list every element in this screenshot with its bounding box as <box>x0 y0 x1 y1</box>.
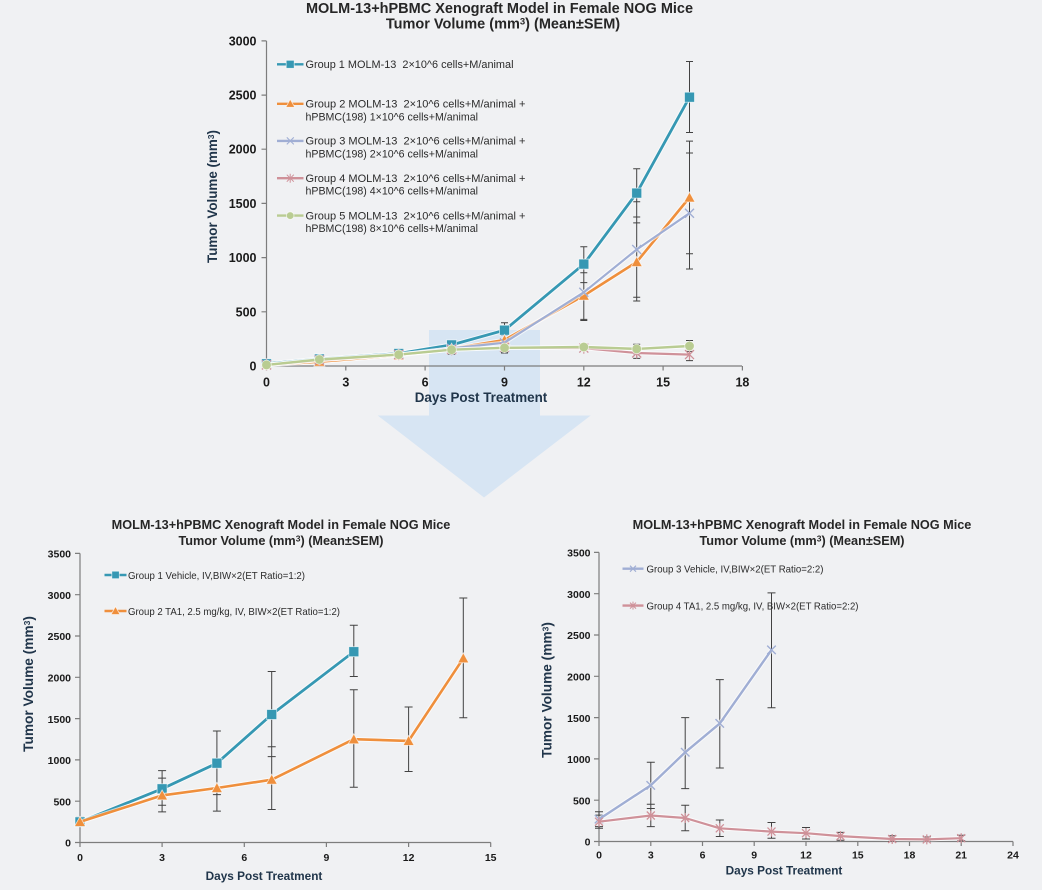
svg-text:Tumor Volume (mm3) (Mean±SEM): Tumor Volume (mm3) (Mean±SEM) <box>699 534 904 549</box>
svg-text:1000: 1000 <box>567 754 591 766</box>
svg-text:9: 9 <box>751 850 757 862</box>
svg-text:1500: 1500 <box>48 714 72 726</box>
svg-text:Group 2 MOLM-13 2×10^6 cells+: Group 2 MOLM-13 2×10^6 cells+M/animal + <box>306 99 526 111</box>
svg-text:hPBMC(198) 4×10^6 cells+M/anim: hPBMC(198) 4×10^6 cells+M/animal <box>306 186 479 198</box>
svg-text:500: 500 <box>53 796 71 808</box>
svg-text:Group 4 MOLM-13 2×10^6 cells+: Group 4 MOLM-13 2×10^6 cells+M/animal + <box>306 173 526 185</box>
svg-text:Group 4 TA1, 2.5 mg/kg, IV, BI: Group 4 TA1, 2.5 mg/kg, IV, BIW×2(ET Rat… <box>647 601 859 612</box>
svg-text:3000: 3000 <box>48 590 72 602</box>
svg-text:12: 12 <box>403 852 415 864</box>
svg-text:2500: 2500 <box>567 630 591 642</box>
svg-text:Group 1 MOLM-13 2×10^6 cells+: Group 1 MOLM-13 2×10^6 cells+M/animal <box>306 59 514 71</box>
svg-text:0: 0 <box>65 838 71 850</box>
svg-text:Tumor Volume (mm3): Tumor Volume (mm3) <box>21 616 36 752</box>
svg-text:2500: 2500 <box>229 89 257 103</box>
svg-text:1000: 1000 <box>48 755 72 767</box>
svg-text:9: 9 <box>323 852 329 864</box>
svg-text:21: 21 <box>955 850 967 862</box>
svg-text:18: 18 <box>735 376 749 390</box>
svg-text:0: 0 <box>77 852 83 864</box>
svg-text:Days Post Treatment: Days Post Treatment <box>415 390 548 405</box>
svg-text:3500: 3500 <box>567 548 591 560</box>
svg-text:Group 2 TA1, 2.5 mg/kg, IV, BI: Group 2 TA1, 2.5 mg/kg, IV, BIW×2(ET Rat… <box>128 607 340 618</box>
svg-text:Days Post Treatment: Days Post Treatment <box>206 869 323 883</box>
svg-text:hPBMC(198) 2×10^6 cells+M/anim: hPBMC(198) 2×10^6 cells+M/animal <box>306 148 479 160</box>
svg-text:MOLM-13+hPBMC Xenograft Model: MOLM-13+hPBMC Xenograft Model in Female … <box>633 518 972 532</box>
svg-text:1500: 1500 <box>567 713 591 725</box>
svg-text:Group 5 MOLM-13 2×10^6 cells+: Group 5 MOLM-13 2×10^6 cells+M/animal + <box>306 210 526 222</box>
svg-text:0: 0 <box>596 850 602 862</box>
svg-text:1500: 1500 <box>229 197 257 211</box>
svg-text:12: 12 <box>800 850 812 862</box>
svg-text:MOLM-13+hPBMC Xenograft Model: MOLM-13+hPBMC Xenograft Model in Female … <box>112 518 451 532</box>
svg-text:MOLM-13+hPBMC Xenograft Model: MOLM-13+hPBMC Xenograft Model in Female … <box>306 1 693 17</box>
svg-text:hPBMC(198) 1×10^6 cells+M/anim: hPBMC(198) 1×10^6 cells+M/animal <box>306 111 479 123</box>
svg-text:3: 3 <box>648 850 654 862</box>
svg-text:9: 9 <box>501 376 508 390</box>
svg-text:Tumor Volume (mm3): Tumor Volume (mm3) <box>540 622 555 758</box>
svg-text:3: 3 <box>342 376 349 390</box>
svg-text:3000: 3000 <box>567 589 591 601</box>
svg-text:Group 1 Vehicle, IV,BIW×2(ET R: Group 1 Vehicle, IV,BIW×2(ET Ratio=1:2) <box>128 571 305 582</box>
svg-text:2000: 2000 <box>567 672 591 684</box>
svg-text:1000: 1000 <box>229 251 257 265</box>
svg-text:500: 500 <box>236 305 257 319</box>
svg-text:15: 15 <box>852 850 864 862</box>
svg-text:24: 24 <box>1007 850 1019 862</box>
svg-text:6: 6 <box>241 852 247 864</box>
svg-text:Group 3 Vehicle, IV,BIW×2(ET R: Group 3 Vehicle, IV,BIW×2(ET Ratio=2:2) <box>647 565 824 576</box>
svg-text:Days Post Treatment: Days Post Treatment <box>726 864 843 878</box>
svg-text:2500: 2500 <box>48 631 72 643</box>
svg-text:0: 0 <box>250 360 257 374</box>
svg-text:0: 0 <box>263 376 270 390</box>
svg-text:0: 0 <box>585 837 591 849</box>
svg-text:3500: 3500 <box>48 549 72 561</box>
svg-text:6: 6 <box>700 850 706 862</box>
svg-text:Tumor Volume (mm3): Tumor Volume (mm3) <box>205 130 220 263</box>
svg-text:hPBMC(198) 8×10^6 cells+M/anim: hPBMC(198) 8×10^6 cells+M/animal <box>306 223 479 235</box>
svg-text:500: 500 <box>573 795 591 807</box>
svg-text:Tumor Volume (mm3) (Mean±SEM): Tumor Volume (mm3) (Mean±SEM) <box>178 534 383 549</box>
svg-text:Tumor Volume (mm3) (Mean±SEM): Tumor Volume (mm3) (Mean±SEM) <box>386 17 620 33</box>
svg-text:2000: 2000 <box>48 673 72 685</box>
svg-text:15: 15 <box>485 852 497 864</box>
svg-text:Group 3 MOLM-13 2×10^6 cells+: Group 3 MOLM-13 2×10^6 cells+M/animal + <box>306 136 526 148</box>
svg-text:2000: 2000 <box>229 143 257 157</box>
svg-text:15: 15 <box>656 376 670 390</box>
svg-text:12: 12 <box>577 376 591 390</box>
svg-text:3: 3 <box>159 852 165 864</box>
svg-text:18: 18 <box>904 850 916 862</box>
svg-text:6: 6 <box>422 376 429 390</box>
svg-text:3000: 3000 <box>229 34 257 48</box>
